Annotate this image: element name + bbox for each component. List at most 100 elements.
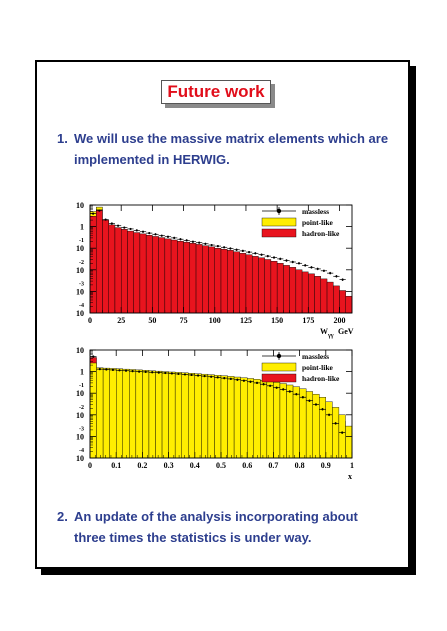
x-tick-label-8: 0.8 [295,461,305,470]
legend-label-point-like: point-like [302,363,334,372]
bar-point-like-1-20 [220,375,228,459]
legend-label-massless: massless [302,352,329,361]
massless-point-19 [216,376,219,379]
bar-hadron-like-0-36 [314,276,322,314]
y-tick-label-2: 10 [76,389,84,398]
bar-hadron-like-0-3 [108,224,116,314]
massless-point-29 [282,388,285,391]
massless-point-9 [148,232,151,235]
bar-hadron-like-0-4 [114,227,122,314]
x-tick-label-3: 0.3 [164,461,174,470]
x-tick-label-3: 75 [180,316,188,325]
legend-label-hadron-like: hadron-like [302,229,340,238]
bar-hadron-like-0-24 [239,253,247,314]
massless-point-26 [254,252,257,255]
massless-point-38 [341,431,344,434]
massless-point-38 [329,272,332,275]
massless-point-1 [98,368,101,371]
massless-point-16 [191,240,195,243]
x-tick-label-5: 0.5 [216,461,226,470]
massless-point-28 [275,386,278,389]
legend-massless-marker [276,208,282,214]
x-axis-unit: GeV [338,327,354,336]
bar-point-like-1-32 [299,388,307,459]
bar-hadron-like-0-17 [195,244,203,314]
massless-point-32 [301,396,304,399]
y-tick-exp-2: -1 [79,238,84,244]
y-tick-exp-5: -4 [79,448,84,454]
y-tick-exp-4: -3 [79,281,84,287]
bar-point-like-1-15 [188,373,196,459]
bar-hadron-like-0-33 [295,269,303,314]
slide-frame [35,60,410,569]
y-tick-exp-3: -2 [79,405,84,411]
bar-point-like-1-10 [155,370,163,459]
massless-point-28 [266,255,269,258]
bar-point-like-1-0 [89,362,97,459]
bar-hadron-like-0-0 [89,216,97,314]
x-tick-label-2: 50 [148,316,156,325]
x-tick-label-5: 125 [240,316,252,325]
massless-point-15 [185,239,188,242]
massless-point-11 [160,234,163,237]
massless-point-25 [255,381,259,384]
bar-hadron-like-0-38 [326,281,334,314]
bar-hadron-like-0-2 [102,219,109,314]
massless-point-23 [235,248,238,251]
y-tick-label-4: 10 [76,432,84,441]
y-tick-label-5: 10 [76,454,84,463]
massless-point-22 [236,378,239,381]
massless-point-34 [304,264,307,267]
bar-point-like-1-4 [115,368,123,459]
bar-point-like-1-38 [338,414,346,459]
massless-point-33 [297,262,301,265]
bar-point-like-1-36 [325,401,333,459]
bar-point-like-1-13 [174,372,182,459]
massless-point-27 [269,384,272,387]
massless-point-25 [247,250,251,254]
legend-swatch-point-like [261,217,297,227]
massless-point-40 [341,278,344,281]
x-tick-label-2: 0.2 [137,461,147,470]
massless-point-8 [144,370,147,373]
massless-point-4 [116,224,120,227]
massless-point-37 [322,269,326,272]
massless-point-30 [279,257,282,260]
bar-point-like-1-29 [279,383,287,459]
massless-point-7 [135,229,138,232]
bar-point-like-1-3 [109,368,117,459]
bar-point-like-1-39 [345,425,353,459]
y-tick-label-1: 1 [80,368,84,377]
bar-point-like-1-21 [227,376,235,459]
bar-hadron-like-0-41 [345,295,353,314]
bar-point-like-1-16 [194,373,202,459]
y-tick-label-1: 1 [80,223,84,232]
bar-hadron-like-0-9 [145,234,153,314]
legend-swatch-hadron-like [261,228,297,238]
x-tick-label-0: 0 [88,316,92,325]
bar-point-like-1-11 [161,371,169,459]
massless-point-14 [179,238,182,241]
massless-point-13 [177,372,180,376]
massless-point-12 [170,372,173,375]
bar-hadron-like-0-29 [270,261,278,314]
massless-point-16 [196,374,200,377]
bar-hadron-like-0-39 [333,285,340,314]
bar-point-like-1-31 [292,386,300,459]
x-tick-label-7: 0.7 [268,461,278,470]
y-tick-label-4: 10 [76,287,84,296]
bar-point-like-1-25 [253,379,261,459]
y-tick-label-2: 10 [76,244,84,253]
bar-point-like-1-28 [273,382,281,459]
massless-point-20 [216,245,219,248]
massless-point-17 [198,241,201,244]
bar-point-like-1-7 [135,369,143,459]
bar-point-like-1-1 [96,367,104,459]
bar-hadron-like-0-19 [208,246,215,314]
x-tick-label-4: 0.4 [190,461,200,470]
bar-hadron-like-0-34 [301,271,309,314]
massless-point-35 [321,408,324,411]
bar-hadron-like-0-40 [339,290,346,314]
bar-point-like-1-35 [319,397,327,459]
